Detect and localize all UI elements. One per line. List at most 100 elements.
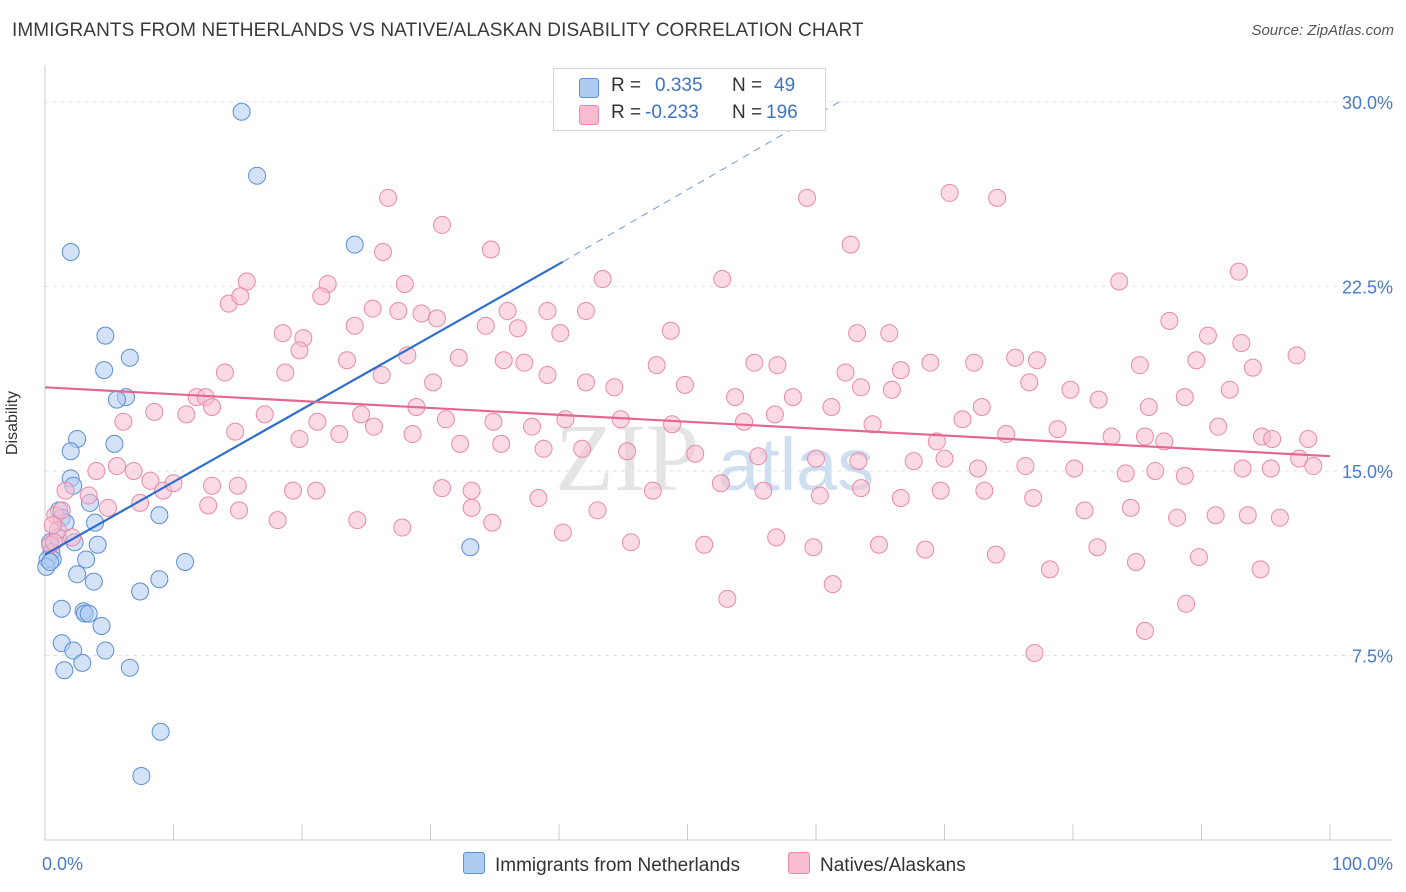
- point-netherlands: [95, 361, 114, 380]
- point-natives: [965, 353, 984, 372]
- point-natives: [273, 324, 292, 343]
- legend-r-label: R =: [611, 102, 642, 123]
- bottom-legend-natives: Natives/Alaskans: [788, 852, 966, 877]
- point-natives: [836, 363, 855, 382]
- point-natives: [711, 474, 730, 493]
- point-natives: [363, 299, 382, 318]
- point-natives: [290, 429, 309, 448]
- point-netherlands: [132, 767, 151, 786]
- point-natives: [1209, 417, 1228, 436]
- trend-line-natives: [44, 386, 1331, 458]
- point-natives: [849, 452, 868, 471]
- point-netherlands: [52, 599, 71, 618]
- point-natives: [107, 457, 126, 476]
- point-natives: [551, 324, 570, 343]
- point-natives: [1304, 457, 1323, 476]
- point-natives: [1160, 311, 1179, 330]
- point-natives: [1238, 506, 1257, 525]
- point-natives: [921, 353, 940, 372]
- point-natives: [1006, 348, 1025, 367]
- point-netherlands: [96, 641, 115, 660]
- point-natives: [449, 348, 468, 367]
- tick-labels: 7.5% 15.0% 22.5% 30.0% 0.0% 100.0%: [42, 93, 1393, 874]
- point-natives: [1206, 506, 1225, 525]
- trend-line-netherlands: [44, 260, 564, 556]
- legend-r-label: R =: [611, 75, 642, 96]
- legend: R = 0.335 N = 49 R = -0.233 N = 196: [553, 68, 826, 131]
- source-label: Source: ZipAtlas.com: [1251, 22, 1394, 39]
- point-natives: [1024, 489, 1043, 508]
- point-natives: [538, 366, 557, 384]
- grid-lines: [45, 101, 1392, 656]
- point-natives: [98, 498, 117, 517]
- point-natives: [268, 511, 287, 530]
- point-natives: [663, 415, 682, 434]
- point-natives: [804, 538, 823, 557]
- point-natives: [1155, 432, 1174, 451]
- point-natives: [745, 353, 764, 372]
- point-natives: [754, 481, 773, 500]
- point-natives: [851, 479, 870, 498]
- y-tick-label: 22.5%: [1342, 277, 1393, 297]
- point-natives: [436, 410, 455, 429]
- point-natives: [749, 447, 768, 466]
- bottom-legend-netherlands: Immigrants from Netherlands: [463, 852, 740, 877]
- point-natives: [255, 405, 274, 424]
- point-natives: [576, 302, 595, 321]
- point-natives: [114, 412, 133, 431]
- point-natives: [481, 240, 500, 259]
- point-natives: [891, 361, 910, 380]
- point-natives: [935, 449, 954, 468]
- point-natives: [348, 511, 367, 530]
- point-natives: [483, 513, 502, 532]
- point-natives: [986, 545, 1005, 564]
- bottom-legend-swatch-netherlands: [463, 852, 485, 874]
- x-tick-label: 100.0%: [1332, 854, 1393, 874]
- point-natives: [290, 341, 309, 360]
- point-natives: [968, 459, 987, 478]
- point-natives: [373, 242, 392, 261]
- bottom-legend-swatch-natives: [788, 852, 810, 874]
- point-natives: [661, 321, 680, 340]
- y-tick-label: 7.5%: [1352, 646, 1393, 666]
- point-natives: [1232, 334, 1251, 353]
- point-natives: [1088, 538, 1107, 557]
- point-natives: [1270, 508, 1289, 527]
- point-natives: [141, 471, 160, 490]
- point-natives: [498, 302, 517, 321]
- point-natives: [882, 380, 901, 399]
- point-natives: [783, 388, 802, 407]
- point-natives: [145, 402, 164, 421]
- point-natives: [768, 356, 787, 375]
- y-tick-label: 30.0%: [1342, 93, 1393, 113]
- point-netherlands: [107, 390, 126, 409]
- point-natives: [508, 319, 527, 338]
- point-natives: [767, 528, 786, 547]
- point-natives: [798, 188, 817, 207]
- point-netherlands: [68, 565, 87, 584]
- point-natives: [79, 486, 98, 505]
- point-natives: [345, 316, 364, 335]
- point-natives: [1061, 380, 1080, 399]
- point-natives: [1263, 429, 1282, 448]
- watermark-atlas: atlas: [718, 423, 874, 506]
- point-natives: [1175, 388, 1194, 407]
- point-natives: [931, 481, 950, 500]
- legend-n-label: N =: [732, 102, 763, 123]
- point-natives: [765, 405, 784, 424]
- point-natives: [916, 540, 935, 559]
- point-natives: [735, 412, 754, 431]
- point-netherlands: [79, 604, 98, 623]
- axes: [44, 65, 1392, 841]
- point-netherlands: [84, 572, 103, 591]
- point-natives: [1198, 326, 1217, 345]
- point-natives: [605, 378, 624, 397]
- point-natives: [43, 516, 62, 535]
- point-natives: [807, 449, 825, 468]
- point-natives: [1025, 644, 1044, 663]
- point-natives: [364, 417, 383, 436]
- point-natives: [203, 397, 222, 416]
- point-natives: [940, 183, 959, 202]
- point-natives: [203, 476, 222, 495]
